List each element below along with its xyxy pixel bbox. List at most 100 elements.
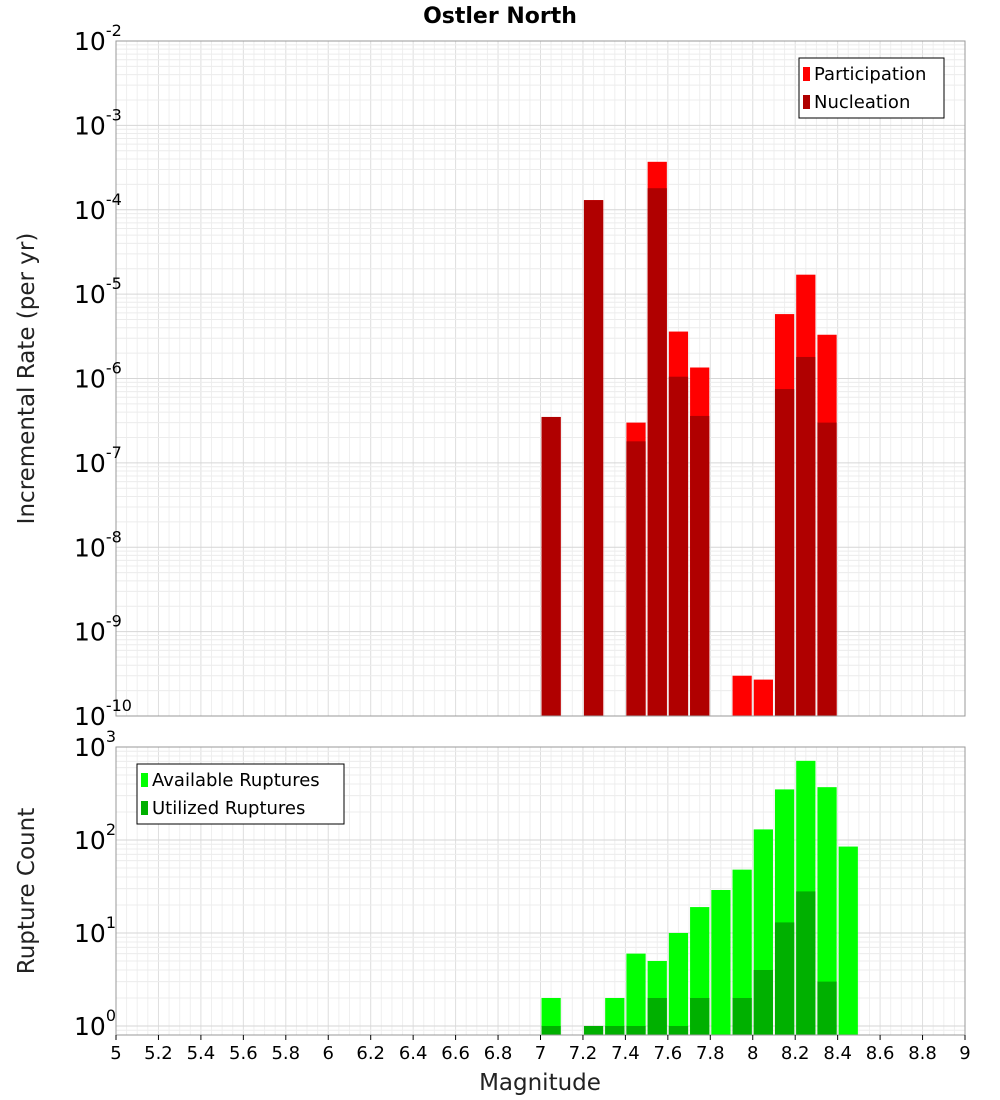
y-tick-exponent: -9 <box>106 612 122 631</box>
rate-bar-inner <box>583 200 604 716</box>
rate-y-tick-label: 10-7 <box>74 443 122 478</box>
count-y-tick-label: 102 <box>74 820 116 855</box>
count-bar-inner <box>753 969 773 1035</box>
count-bar-outer <box>817 787 837 1035</box>
y-tick-base: 10 <box>74 196 106 225</box>
y-tick-base: 10 <box>74 111 106 140</box>
y-tick-base: 10 <box>74 733 106 762</box>
rate-legend: Participation Nucleation <box>798 57 945 119</box>
y-tick-base: 10 <box>74 919 106 948</box>
count-bar-inner <box>690 997 710 1035</box>
count-y-axis-label: Rupture Count <box>14 808 40 974</box>
y-tick-exponent: -6 <box>106 359 122 378</box>
y-tick-exponent: -4 <box>106 190 122 209</box>
y-tick-base: 10 <box>74 365 106 394</box>
rate-grid <box>115 40 966 717</box>
y-tick-exponent: 3 <box>106 727 116 746</box>
x-tick-label: 9 <box>959 1043 970 1064</box>
y-tick-exponent: -8 <box>106 527 122 546</box>
count-bar-inner <box>817 981 837 1035</box>
rate-y-tick-label: 10-6 <box>74 359 122 394</box>
count-bar-outer <box>838 846 858 1035</box>
rate-bar-outer <box>732 675 752 716</box>
y-tick-exponent: -5 <box>106 274 122 293</box>
x-tick-label: 8 <box>747 1043 758 1064</box>
count-bar-inner <box>732 997 752 1035</box>
rate-legend-label: Participation <box>814 64 926 85</box>
rate-bar-inner <box>668 376 689 716</box>
rate-legend-box <box>798 57 945 119</box>
y-tick-exponent: 2 <box>106 820 116 839</box>
rate-bar-inner <box>647 188 667 717</box>
count-legend-swatch <box>141 773 148 787</box>
rate-legend-swatch <box>803 67 810 81</box>
count-legend: Available Ruptures Utilized Ruptures <box>136 763 345 825</box>
rate-y-tick-label: 10-5 <box>74 274 122 309</box>
x-tick-label: 8.4 <box>823 1043 852 1064</box>
count-bar-inner <box>583 1025 604 1035</box>
x-tick-label: 7.2 <box>569 1043 598 1064</box>
rate-bar-inner <box>817 422 837 716</box>
count-bar-outer <box>605 997 625 1035</box>
count-bar-outer <box>541 997 561 1035</box>
count-bar-inner <box>647 997 667 1035</box>
count-y-tick-label: 103 <box>74 727 116 762</box>
x-tick-label: 5 <box>110 1043 121 1064</box>
count-bar-inner <box>605 1025 625 1035</box>
count-legend-label: Utilized Ruptures <box>152 798 305 819</box>
x-tick-label: 8.8 <box>908 1043 937 1064</box>
rate-y-tick-label: 10-3 <box>74 105 122 140</box>
y-tick-base: 10 <box>74 449 106 478</box>
rate-bar-inner <box>541 416 561 716</box>
y-tick-exponent: -2 <box>106 21 122 40</box>
count-bar-outer <box>668 932 689 1035</box>
x-tick-label: 5.8 <box>271 1043 300 1064</box>
y-tick-base: 10 <box>74 826 106 855</box>
x-tick-label: 7.4 <box>611 1043 640 1064</box>
x-tick-label: 8.6 <box>866 1043 895 1064</box>
count-y-tick-label: 101 <box>74 913 116 948</box>
rate-bar-inner <box>626 441 646 716</box>
count-legend-box <box>136 763 345 825</box>
x-tick-label: 6.8 <box>484 1043 513 1064</box>
x-tick-label: 5.4 <box>187 1043 216 1064</box>
rate-legend-swatch <box>803 95 810 109</box>
x-tick-label: 7.6 <box>654 1043 683 1064</box>
count-bar-outer <box>732 869 752 1035</box>
count-bars <box>541 760 858 1035</box>
count-bar-inner <box>626 1025 646 1035</box>
rate-y-tick-label: 10-2 <box>74 21 122 56</box>
count-bar-inner <box>774 922 795 1035</box>
rate-y-tick-label: 10-10 <box>74 696 132 731</box>
x-ticks: 5 5.2 5.4 5.6 5.8 6 6.2 6.4 6.6 6.8 7 7.2 7.4 7.6 7.8 8… <box>110 1035 971 1064</box>
count-bar-outer <box>626 953 646 1035</box>
rate-bars <box>541 161 837 717</box>
rate-y-axis-label: Incremental Rate (per yr) <box>14 233 40 525</box>
rate-bar-inner <box>796 356 816 716</box>
rate-y-tick-label: 10-9 <box>74 612 122 647</box>
y-tick-base: 10 <box>74 1012 106 1041</box>
x-tick-label: 6.2 <box>356 1043 385 1064</box>
y-tick-base: 10 <box>74 27 106 56</box>
x-tick-label: 5.2 <box>144 1043 173 1064</box>
rate-bar-inner <box>690 415 710 716</box>
y-tick-exponent: -3 <box>106 105 122 124</box>
x-tick-label: 5.6 <box>229 1043 258 1064</box>
count-legend-swatch <box>141 801 148 815</box>
x-tick-label: 6.6 <box>441 1043 470 1064</box>
y-tick-base: 10 <box>74 702 106 731</box>
y-tick-base: 10 <box>74 280 106 309</box>
y-tick-base: 10 <box>74 618 106 647</box>
rate-y-tick-label: 10-4 <box>74 190 122 225</box>
count-bar-inner <box>796 891 816 1035</box>
y-tick-exponent: 1 <box>106 913 116 932</box>
rate-bar-outer <box>753 679 773 716</box>
count-legend-label: Available Ruptures <box>152 770 320 791</box>
rate-plot-frame <box>115 40 966 717</box>
count-bar-inner <box>668 1025 689 1035</box>
